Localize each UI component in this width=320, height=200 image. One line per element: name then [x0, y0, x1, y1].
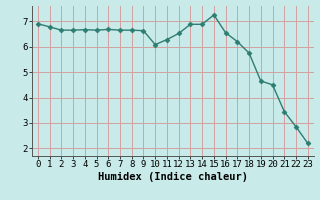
X-axis label: Humidex (Indice chaleur): Humidex (Indice chaleur) — [98, 172, 248, 182]
